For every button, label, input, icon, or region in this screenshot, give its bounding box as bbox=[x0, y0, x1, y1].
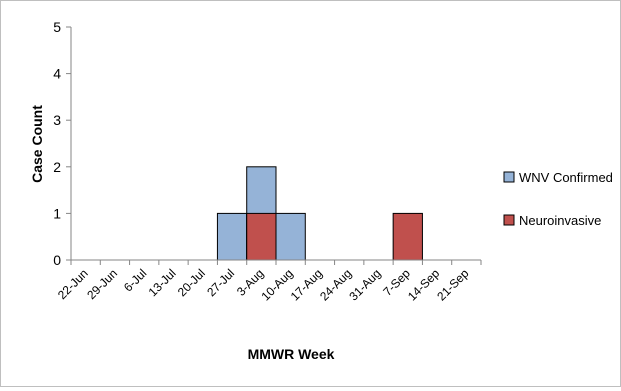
bar-neuroinvasive bbox=[392, 212, 423, 261]
y-tick-label: 1 bbox=[53, 205, 61, 221]
x-axis-title: MMWR Week bbox=[248, 346, 335, 362]
x-tick-label: 14-Sep bbox=[405, 266, 442, 303]
legend-swatch bbox=[503, 214, 515, 226]
y-axis-title: Case Count bbox=[29, 105, 45, 183]
bars bbox=[216, 166, 423, 261]
x-tick-label: 10-Aug bbox=[258, 266, 295, 303]
bar-neuroinvasive bbox=[246, 212, 277, 261]
y-tick-label: 3 bbox=[53, 112, 61, 128]
x-tick-label: 31-Aug bbox=[346, 266, 383, 303]
y-tick-label: 2 bbox=[53, 159, 61, 175]
bar-wnv-confirmed bbox=[216, 212, 248, 261]
legend-label: WNV Confirmed bbox=[519, 170, 613, 185]
x-tick-label: 17-Aug bbox=[288, 266, 325, 303]
bar-wnv-confirmed bbox=[275, 212, 306, 261]
x-tick-label: 29-Jun bbox=[84, 266, 120, 302]
y-tick-label: 0 bbox=[53, 252, 61, 268]
legend: WNV Confirmed Neuroinvasive bbox=[503, 170, 613, 228]
x-tick-label: 21-Sep bbox=[434, 266, 471, 303]
x-tick-label: 20-Jul bbox=[175, 266, 208, 299]
x-tick-label: 6-Jul bbox=[121, 266, 149, 294]
x-tick-label: 24-Aug bbox=[317, 266, 354, 303]
legend-swatch bbox=[503, 171, 515, 183]
x-tick-label: 22-Jun bbox=[55, 266, 91, 302]
x-tick-label: 27-Jul bbox=[204, 266, 237, 299]
y-tick-label: 5 bbox=[53, 19, 61, 35]
legend-label: Neuroinvasive bbox=[519, 213, 601, 228]
x-tick-label: 13-Jul bbox=[146, 266, 179, 299]
y-tick-label: 4 bbox=[53, 66, 61, 82]
y-axis: 0 1 2 3 4 5 bbox=[53, 19, 72, 268]
